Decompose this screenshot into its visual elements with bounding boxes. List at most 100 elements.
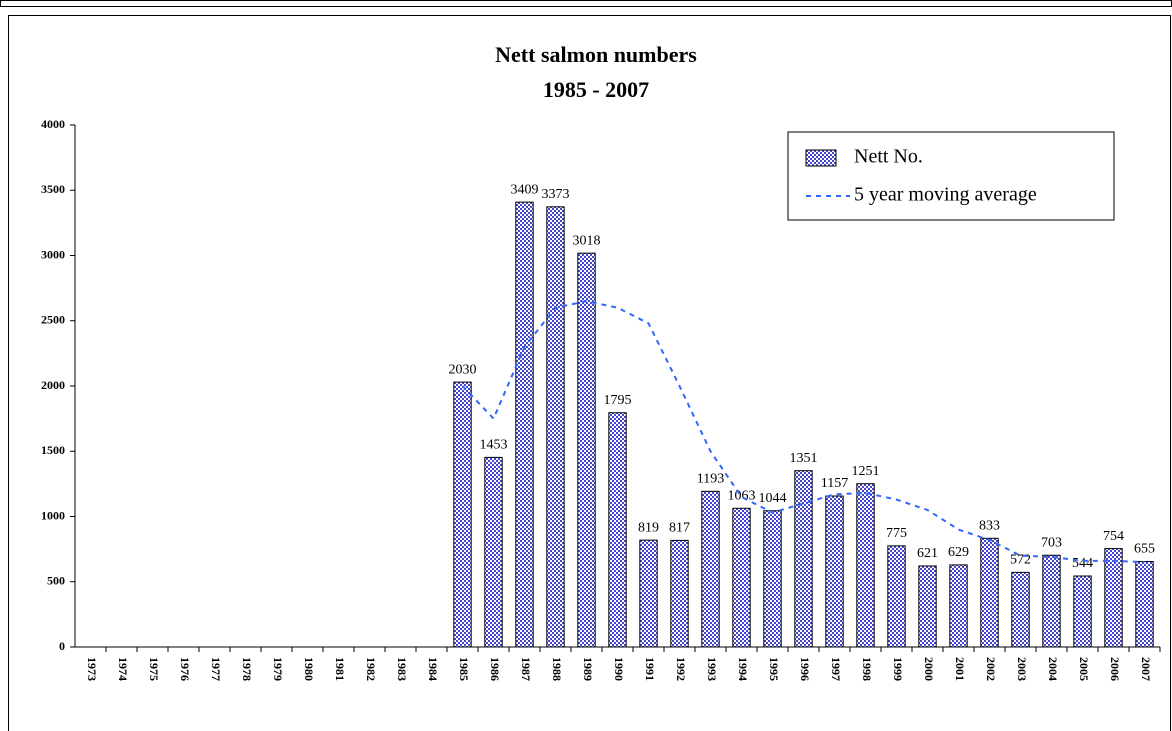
chart-subtitle: 1985 - 2007 [543, 77, 649, 102]
x-tick-label: 1973 [85, 657, 99, 681]
value-label: 1251 [852, 464, 880, 479]
x-tick-label: 1974 [116, 657, 130, 681]
legend-box [787, 131, 1115, 221]
bar [515, 201, 534, 648]
value-label: 621 [917, 546, 938, 561]
chart-title: Nett salmon numbers [495, 42, 697, 67]
bar [918, 565, 937, 648]
y-tick-label: 4000 [41, 117, 65, 131]
x-tick-label: 1997 [829, 657, 843, 681]
bar [546, 206, 565, 648]
x-tick-label: 2003 [1015, 657, 1029, 681]
value-label: 3373 [542, 187, 570, 202]
x-tick-label: 1984 [426, 657, 440, 681]
bar [1135, 561, 1154, 648]
bar [763, 510, 782, 648]
x-tick-label: 1985 [457, 657, 471, 681]
top-strip [0, 0, 1172, 7]
x-tick-label: 1983 [395, 657, 409, 681]
x-tick-label: 1996 [798, 657, 812, 681]
x-tick-label: 2005 [1077, 657, 1091, 681]
x-tick-label: 1989 [581, 657, 595, 681]
value-label: 819 [638, 520, 659, 535]
x-tick-label: 2004 [1046, 657, 1060, 681]
x-tick-label: 1987 [519, 657, 533, 681]
legend-label: 5 year moving average [854, 184, 1037, 206]
value-label: 1453 [480, 438, 508, 453]
x-tick-label: 1990 [612, 657, 626, 681]
value-label: 2030 [449, 362, 477, 377]
bar [980, 537, 999, 648]
value-label: 817 [669, 521, 690, 536]
bar [453, 381, 472, 648]
y-tick-label: 3000 [41, 247, 65, 261]
bar [949, 564, 968, 648]
value-label: 629 [948, 545, 969, 560]
bar [1073, 575, 1092, 648]
bar [608, 412, 627, 648]
bar [484, 456, 503, 648]
x-tick-label: 1980 [302, 657, 316, 681]
x-tick-label: 1992 [674, 657, 688, 681]
bar [1104, 548, 1123, 648]
x-tick-label: 2002 [984, 657, 998, 681]
value-label: 833 [979, 519, 1000, 534]
y-tick-label: 1500 [41, 443, 65, 457]
y-tick-label: 3500 [41, 182, 65, 196]
bar [732, 507, 751, 648]
x-tick-label: 2000 [922, 657, 936, 681]
x-tick-label: 1991 [643, 657, 657, 681]
x-tick-label: 2006 [1108, 657, 1122, 681]
x-tick-label: 1993 [705, 657, 719, 681]
bar [670, 539, 689, 648]
chart-border [8, 15, 1171, 731]
y-tick-label: 2500 [41, 313, 65, 327]
x-tick-label: 1977 [209, 657, 223, 681]
value-label: 1795 [604, 393, 632, 408]
y-tick-label: 500 [47, 574, 65, 588]
bar [794, 470, 813, 648]
bar [856, 483, 875, 648]
value-label: 775 [886, 526, 907, 541]
bar [577, 252, 596, 648]
x-tick-label: 1982 [364, 657, 378, 681]
value-label: 1351 [790, 451, 818, 466]
x-tick-label: 2007 [1139, 657, 1153, 681]
value-label: 1044 [759, 491, 787, 506]
value-label: 1157 [821, 476, 848, 491]
value-label: 572 [1010, 553, 1031, 568]
value-label: 3409 [511, 182, 539, 197]
x-tick-label: 1999 [891, 657, 905, 681]
value-label: 754 [1103, 529, 1124, 544]
x-tick-label: 1988 [550, 657, 564, 681]
value-label: 3018 [573, 233, 601, 248]
bar [1011, 571, 1030, 648]
x-tick-label: 1981 [333, 657, 347, 681]
x-tick-label: 2001 [953, 657, 967, 681]
bar [1042, 554, 1061, 648]
legend-label: Nett No. [854, 146, 923, 168]
x-tick-label: 1976 [178, 657, 192, 681]
bar [639, 539, 658, 648]
value-label: 1193 [697, 472, 724, 487]
x-tick-label: 1995 [767, 657, 781, 681]
legend-swatch [805, 149, 837, 167]
x-tick-label: 1986 [488, 657, 502, 681]
value-label: 655 [1134, 542, 1155, 557]
x-tick-label: 1975 [147, 657, 161, 681]
bar [825, 495, 844, 648]
value-label: 1063 [728, 488, 756, 503]
value-label: 703 [1041, 535, 1062, 550]
x-tick-label: 1979 [271, 657, 285, 681]
bar [701, 490, 720, 648]
moving-average-line [461, 300, 1145, 564]
y-tick-label: 0 [59, 639, 65, 653]
y-tick-label: 2000 [41, 378, 65, 392]
value-label: 544 [1072, 556, 1093, 571]
bar [887, 545, 906, 648]
x-tick-label: 1978 [240, 657, 254, 681]
x-tick-label: 1994 [736, 657, 750, 681]
x-tick-label: 1998 [860, 657, 874, 681]
y-tick-label: 1000 [41, 508, 65, 522]
